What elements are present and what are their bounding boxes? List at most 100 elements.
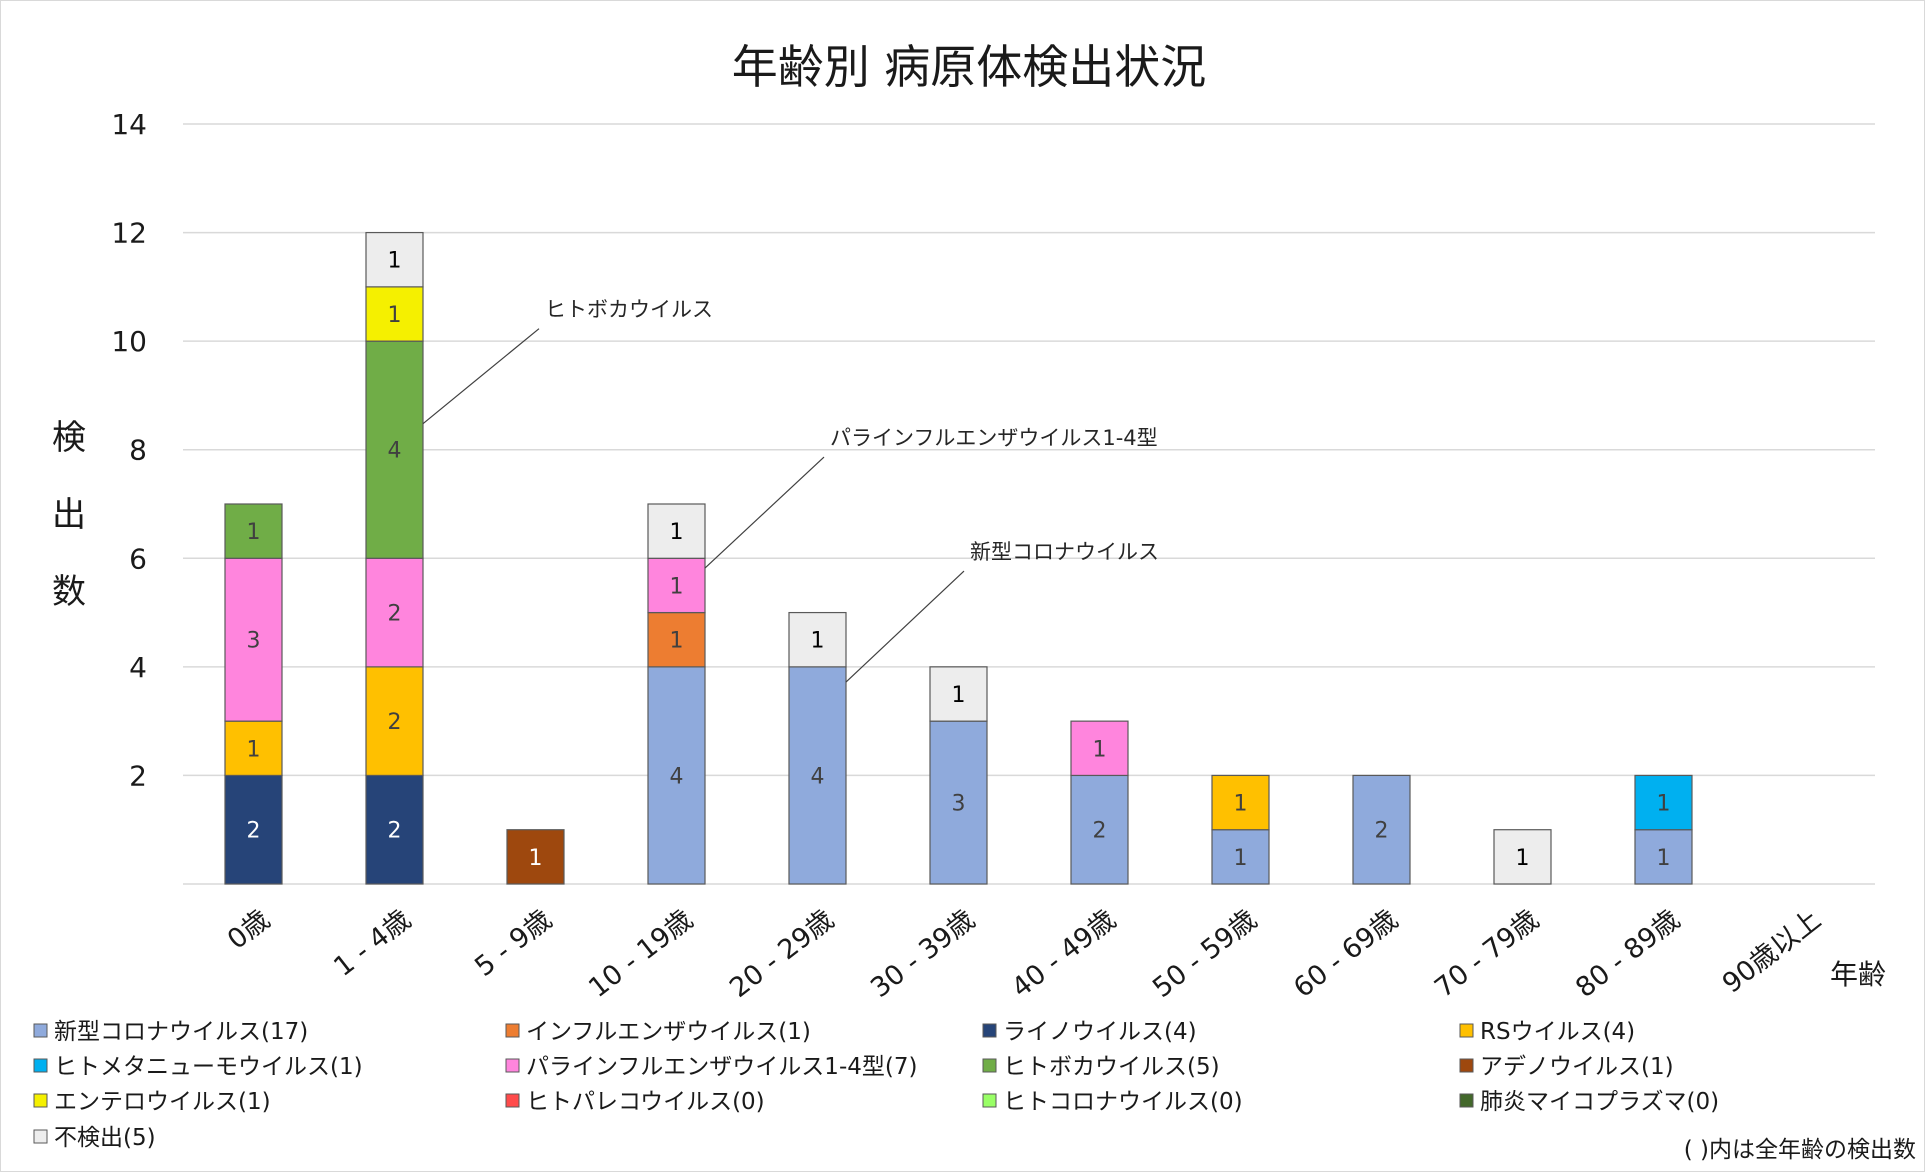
bar-segment: [647, 503, 706, 559]
legend-note: ( )内は全年齢の検出数: [1684, 1137, 1916, 1163]
bar-segment-label: 1: [670, 574, 684, 599]
bar-segment: [647, 611, 706, 668]
y-axis-label-char: 数: [52, 572, 86, 612]
legend-label: RSウイルス(4): [1480, 1019, 1635, 1045]
x-tick-label: 40 - 49歳: [1006, 904, 1122, 1004]
bar-segment: [1634, 829, 1693, 885]
annotation-leader-line: [422, 328, 540, 425]
bar-segment-label: 1: [247, 737, 261, 762]
bar-segment: [929, 666, 988, 722]
legend-label: 肺炎マイコプラズマ(0): [1480, 1089, 1719, 1115]
bars: 2 1 3 1 2 2 2 4 1 1 1 4 1 1 1 4 1 3 1 2 1 1 1 2 1 1 1: [224, 231, 1693, 885]
x-tick-label: 70 - 79歳: [1429, 904, 1545, 1004]
legend-item: ヒトメタニューモウイルス(1): [33, 1054, 363, 1080]
legend-label: ヒトメタニューモウイルス(1): [54, 1054, 363, 1080]
legend-swatch: [33, 1129, 48, 1144]
bar-segment-label: 1: [670, 520, 684, 545]
y-axis-label: 検出数: [52, 418, 86, 612]
x-tick-label: 80 - 89歳: [1570, 904, 1686, 1004]
legend-label: エンテロウイルス(1): [54, 1089, 271, 1115]
legend-swatch: [1459, 1023, 1474, 1038]
legend-swatch: [505, 1023, 520, 1038]
legend-swatch: [1459, 1093, 1474, 1108]
y-axis-label-char: 出: [52, 495, 86, 535]
y-tick-label: 4: [129, 651, 147, 684]
legend-label: ヒトコロナウイルス(0): [1003, 1089, 1243, 1115]
bar-segment-label: 1: [388, 303, 402, 328]
legend-label: パラインフルエンザウイルス1-4型(7): [526, 1054, 917, 1080]
y-tick-label: 2: [129, 759, 147, 792]
legend-swatch: [505, 1058, 520, 1073]
x-tick-label: 20 - 29歳: [724, 904, 840, 1004]
legend-swatch: [1459, 1058, 1474, 1073]
legend-item: 不検出(5): [33, 1125, 156, 1151]
legend-item: 新型コロナウイルス(17): [33, 1019, 308, 1045]
legend-swatch: [505, 1093, 520, 1108]
legend-item: アデノウイルス(1): [1459, 1054, 1674, 1080]
bar-segment: [647, 557, 706, 614]
bar-segment: [365, 557, 424, 668]
annotation-leader-line: [704, 456, 825, 569]
bar-segment-label: 1: [388, 249, 402, 274]
legend-label: ヒトボカウイルス(5): [1003, 1054, 1220, 1080]
gridlines: [183, 123, 1875, 885]
bar-segment: [1211, 774, 1270, 831]
bar-segment-label: 2: [388, 819, 402, 844]
bar-segment-label: 2: [247, 819, 261, 844]
legend-swatch: [33, 1093, 48, 1108]
bar-segment-label: 2: [1093, 819, 1107, 844]
legend-label: 不検出(5): [54, 1125, 156, 1151]
y-tick-label: 6: [129, 542, 147, 575]
bar-segment: [1352, 774, 1411, 885]
y-tick-label: 12: [111, 217, 147, 250]
annotation-label: 新型コロナウイルス: [970, 540, 1159, 564]
annotation-label: パラインフルエンザウイルス1-4型: [830, 426, 1158, 450]
bar-segment: [224, 503, 283, 559]
bar-segment: [929, 720, 988, 885]
bar-segment: [1070, 774, 1129, 885]
legend-item: インフルエンザウイルス(1): [505, 1019, 811, 1045]
bar-segment-label: 2: [1375, 819, 1389, 844]
bar-segment-label: 4: [670, 764, 684, 789]
annotation-leader-line: [845, 570, 965, 683]
y-tick-label: 14: [111, 108, 147, 141]
legend-swatch: [982, 1093, 997, 1108]
bar-segment-label: 2: [388, 710, 402, 735]
x-tick-label: 50 - 59歳: [1147, 904, 1263, 1004]
bar-segment-label: 1: [1093, 737, 1107, 762]
chart-title: 年齢別 病原体検出状況: [732, 40, 1207, 94]
legend-swatch: [33, 1023, 48, 1038]
bar-segment: [365, 774, 424, 885]
x-tick-label: 30 - 39歳: [865, 904, 981, 1004]
bar-segment-label: 1: [952, 683, 966, 708]
bar-segment: [788, 611, 847, 668]
x-tick-label: 60 - 69歳: [1288, 904, 1404, 1004]
bar-segment: [647, 666, 706, 885]
bar-segment: [365, 666, 424, 777]
legend-label: ライノウイルス(4): [1003, 1019, 1197, 1045]
legend-label: アデノウイルス(1): [1480, 1054, 1674, 1080]
x-axis-label: 年齢: [1830, 958, 1886, 991]
bar-segment: [224, 774, 283, 885]
bar-segment: [1634, 774, 1693, 831]
bar-segment-label: 1: [811, 629, 825, 654]
legend-item: パラインフルエンザウイルス1-4型(7): [505, 1054, 917, 1080]
x-tick-label: 0歳: [222, 904, 276, 956]
bar-segment-label: 3: [247, 629, 261, 654]
bar-segment-label: 1: [1516, 846, 1530, 871]
legend-label: ヒトパレコウイルス(0): [526, 1089, 765, 1115]
legend-item: 肺炎マイコプラズマ(0): [1459, 1089, 1719, 1115]
y-tick-label: 10: [111, 325, 147, 358]
legend-item: ヒトコロナウイルス(0): [982, 1089, 1243, 1115]
bar-segment: [365, 340, 424, 559]
x-axis-ticks: 0歳 1 - 4歳 5 - 9歳 10 - 19歳 20 - 29歳 30 - 39歳 40…: [222, 904, 1827, 1004]
legend-swatch: [982, 1023, 997, 1038]
bar-segment: [788, 666, 847, 885]
legend-label: 新型コロナウイルス(17): [54, 1019, 308, 1045]
bar-segment-label: 1: [529, 846, 543, 871]
x-tick-label: 5 - 9歳: [469, 904, 558, 983]
bar-segment: [224, 720, 283, 777]
